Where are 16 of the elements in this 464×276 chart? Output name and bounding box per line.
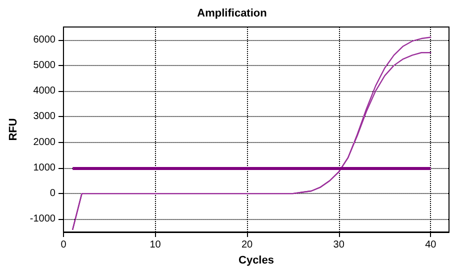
- x-tick-label: 30: [333, 240, 345, 250]
- x-axis-title: Cycles: [238, 254, 274, 266]
- y-tick-label: 2000: [33, 136, 56, 148]
- y-tick-label: 3000: [33, 111, 56, 122]
- y-tick-label: 5000: [33, 60, 56, 71]
- y-tick-label: 4000: [33, 86, 56, 97]
- x-tick-label: 40: [425, 240, 437, 250]
- x-tick-label: 20: [241, 240, 254, 250]
- y-tick-label: 1000: [33, 162, 56, 174]
- y-tick-label: -1000: [30, 214, 56, 225]
- chart-title: Amplification: [197, 8, 268, 20]
- x-tick-label: 10: [150, 240, 162, 250]
- x-tick-label: 0: [60, 240, 67, 250]
- y-tick-label: 0: [50, 188, 56, 200]
- y-axis-title: RFU: [8, 118, 20, 141]
- y-tick-label: 6000: [33, 34, 56, 46]
